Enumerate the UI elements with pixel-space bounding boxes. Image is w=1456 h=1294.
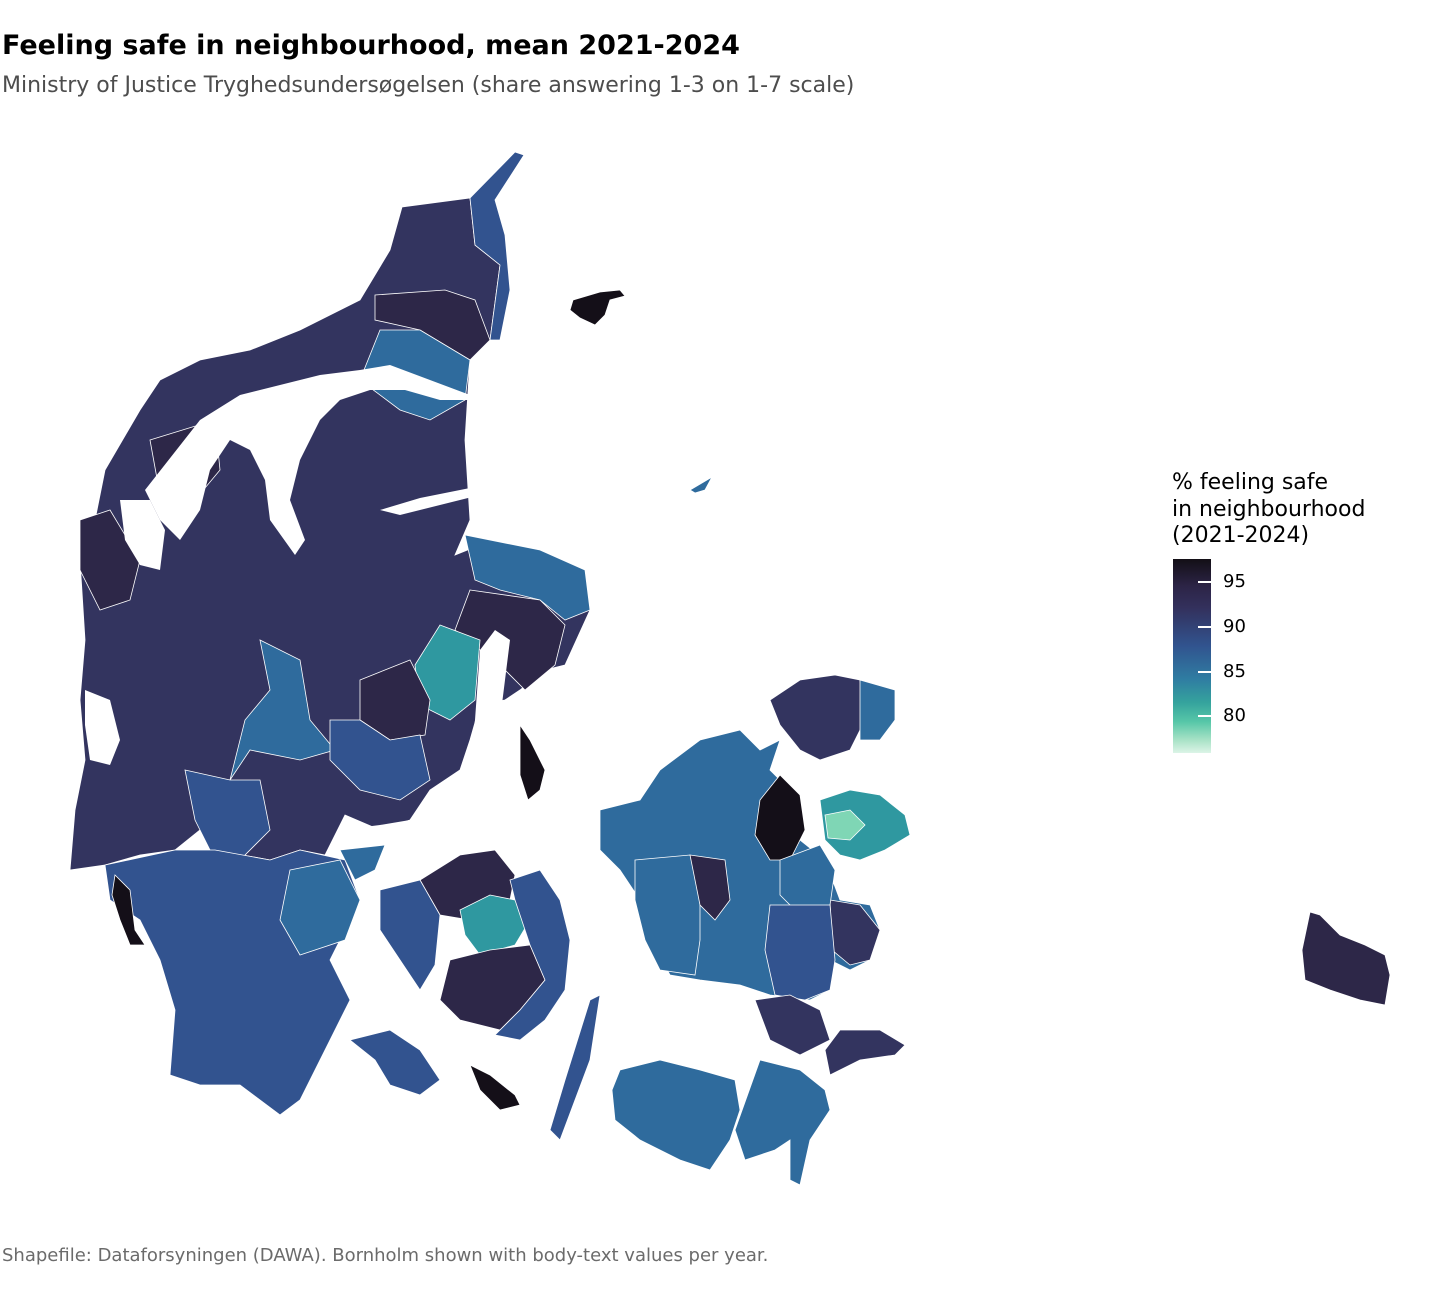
zealand-holbaek [689,854,731,921]
chart-caption: Shapefile: Dataforsyningen (DAWA). Bornh… [2,1245,769,1266]
north-region-a [374,289,491,361]
aarhus-region [414,624,481,721]
legend-tick [1198,671,1211,673]
copenhagen-core [824,809,866,841]
laesoe-island [569,289,626,326]
funen-odense [459,894,531,956]
legend-tick-label: 80 [1223,705,1246,726]
funen-west [379,879,441,991]
fanoe-island [111,874,146,946]
zealand-kalundborg [634,854,701,976]
limfjord-water [145,365,480,555]
chart-subtitle: Ministry of Justice Tryghedsundersøgelse… [2,73,855,98]
viborg-region [229,639,336,781]
vejle-fjord [340,820,410,840]
falster-lolland-east [754,994,831,1056]
legend-tick-label: 95 [1223,571,1246,592]
legend-tick [1198,581,1211,583]
zealand-roskilde [754,774,806,861]
legend-title-line: (2021-2024) [1172,523,1310,548]
ringkoebing-fjord [85,690,120,765]
legend-title-line: in neighbourhood [1172,496,1366,522]
moen-island [824,1029,906,1076]
legend-color-bar [1173,559,1211,753]
mid-west-region [184,769,271,861]
mariager-fjord [380,488,480,515]
bornholm-island [1301,911,1391,1006]
zealand-south [764,904,836,1001]
vejle-region [279,859,361,956]
funen-east [494,869,571,1041]
skanderborg-region [329,719,431,801]
als-island [349,1029,441,1096]
skagen-region [469,151,525,341]
langeland-island [549,994,601,1141]
djursland-region [464,534,591,621]
samsoe-island [519,723,546,801]
legend-tick [1198,626,1211,628]
lolland [611,1059,741,1171]
island-north-kattegat [689,475,714,494]
legend-title-line: % feeling safe [1172,470,1329,495]
aeroe-island [469,1064,521,1111]
zealand-north-region [769,674,866,761]
legend-title: % feeling safe in neighbourhood (2021-20… [1172,470,1365,550]
kattegat-belt [380,630,510,880]
legend-tick [1198,715,1211,717]
chart-title: Feeling safe in neighbourhood, mean 2021… [2,30,740,61]
legend-tick-label: 85 [1223,661,1246,682]
limfjord-inner [120,500,165,570]
fredericia-region [339,844,386,881]
legend-tick-label: 90 [1223,616,1246,637]
zealand-northeast [859,679,896,741]
falster [734,1059,831,1186]
